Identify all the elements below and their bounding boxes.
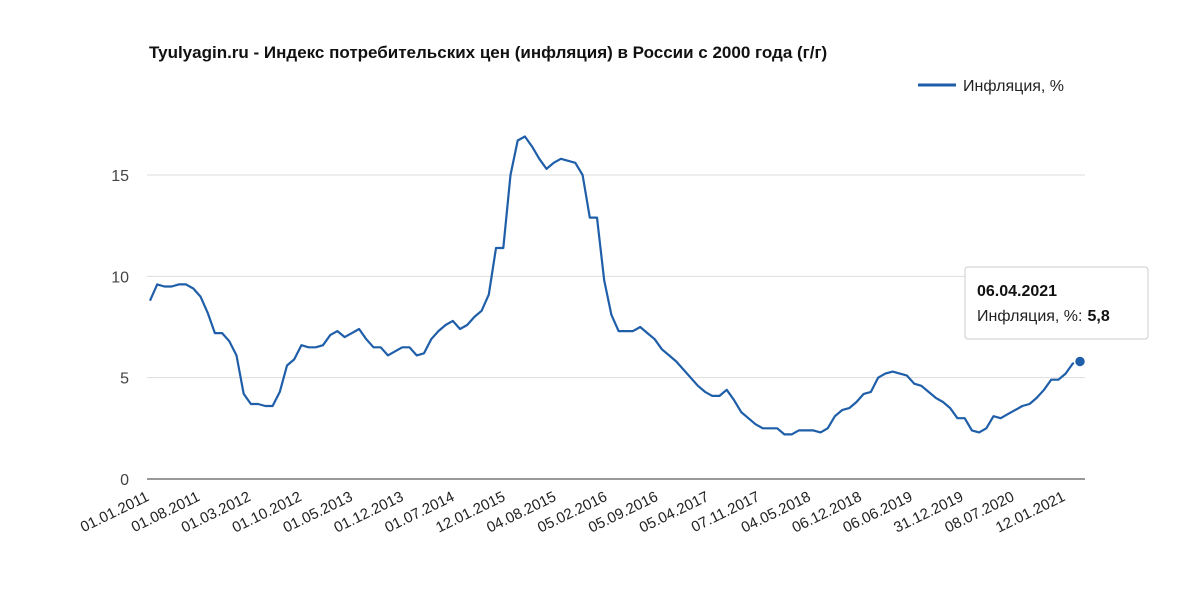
tooltip-value: 5,8 — [1087, 308, 1109, 325]
tooltip-series-label: Инфляция, %: — [977, 308, 1082, 325]
y-axis-ticks: 0 5 10 15 — [111, 168, 129, 489]
x-axis-ticks: 01.01.201101.08.201101.03.201201.10.2012… — [78, 488, 1068, 536]
tooltip: 06.04.2021 Инфляция, %: 5,8 — [964, 266, 1149, 340]
tooltip-date: 06.04.2021 — [977, 283, 1057, 300]
grid — [147, 174, 1085, 379]
y-tick-label: 0 — [120, 472, 129, 489]
y-tick-label: 15 — [111, 168, 129, 185]
y-tick-label: 10 — [111, 269, 129, 286]
tooltip-box — [964, 266, 1149, 340]
focus-data-point[interactable] — [1073, 355, 1087, 368]
tooltip-row: Инфляция, %: 5,8 — [977, 308, 1110, 325]
legend[interactable]: Инфляция, % — [918, 78, 1064, 95]
series-line-inflation[interactable] — [148, 135, 1081, 436]
y-tick-label: 5 — [120, 371, 129, 388]
chart-title: Tyulyagin.ru - Индекс потребительских це… — [149, 43, 827, 62]
legend-label: Инфляция, % — [963, 78, 1064, 95]
